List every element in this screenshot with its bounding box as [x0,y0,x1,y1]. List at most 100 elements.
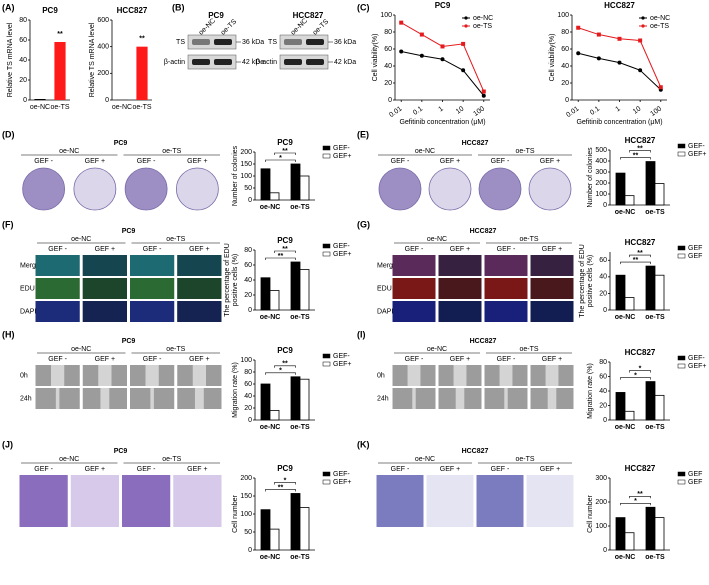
significance-bracket [620,261,651,265]
blot-band [306,59,324,65]
legend-label: oe-NC [650,15,670,22]
dish [378,167,422,211]
significance-bracket [274,482,296,485]
scratch-gap [504,388,508,409]
column-label: GEF - [491,466,510,473]
legend-swatch [677,479,686,485]
y-tick-label: 500 [595,147,607,154]
image [35,301,80,322]
y-axis-label: The percentage of EDU [579,244,586,318]
significance: ** [633,257,639,264]
bar [269,409,280,421]
image [484,255,528,276]
legend-swatch [322,145,331,151]
x-tick-label: oe-TS [290,204,310,211]
bar [260,277,271,311]
image-title: PC9 [122,228,136,235]
y-tick-label: 40 [244,393,252,400]
chart-title: HCC827 [625,464,656,473]
bar [299,378,310,421]
point [576,25,581,30]
group-label: oe-NC [415,148,435,155]
column-label: GEF + [95,356,115,363]
dish [528,167,572,211]
legend-label: GEF [688,471,702,478]
y-tick-label: 60 [19,37,27,44]
bar [645,381,656,421]
dish [73,167,117,211]
image-title: HCC827 [470,228,497,235]
chart-title: PC9 [277,346,293,355]
significance: ** [278,484,284,491]
group-label: oe-NC [59,456,79,463]
bar [269,290,280,311]
chart-title: HCC827 [625,136,656,145]
y-tick-label: 60 [244,262,252,269]
legend-label: GEF- [333,145,350,152]
blot-band [192,39,210,45]
blot-title: HCC827 [293,11,324,20]
legend-label: GEF- [333,471,350,478]
point [481,89,486,94]
significance-bracket [629,495,651,499]
legend-swatch [677,363,686,369]
significance: ** [282,246,288,253]
legend-label: GEF- [688,143,705,150]
protein-label: TS [268,39,277,46]
y-axis-label: Cell viability(%) [372,34,379,82]
significance-bracket [629,150,651,153]
y-axis-label: Migration rate (%) [587,363,594,419]
bar [260,509,271,551]
scratch-gap [407,365,421,386]
significance-bracket [274,365,296,368]
y-axis-label: Number of colonies [587,147,594,208]
legend-label: oe-TS [650,23,669,30]
column-label: GEF - [48,246,67,253]
point [419,53,424,58]
panel-label: (G) [357,219,370,229]
y-tick-label: 60 [561,46,569,53]
x-tick-label: oe-TS [645,314,665,321]
image-title: HCC827 [462,140,489,147]
image [392,255,436,276]
legend-label: GEF [688,245,702,252]
legend-swatch [322,479,331,485]
scratch-gap [499,365,513,386]
column-label: GEF - [34,158,53,165]
blot-band [306,39,324,45]
row-label: DAPI [20,308,36,315]
y-tick-label: 200 [595,180,607,187]
y-axis-label: Cell number [232,494,239,532]
bar [624,532,635,551]
image-title: PC9 [122,338,136,345]
point [399,49,404,54]
significance-bracket [620,377,651,380]
legend-label: GEF+ [688,363,706,370]
y-tick-label: 0 [248,197,252,204]
image [426,475,474,527]
image-signal [530,255,574,276]
group-label: oe-TS [166,346,185,353]
significance: * [634,498,637,505]
image-title: PC9 [114,140,128,147]
legend-marker [641,24,645,28]
significance-bracket [629,254,651,258]
y-tick-label: 20 [561,80,569,87]
x-tick-label: oe-NC [615,209,636,216]
chart-title: PC9 [277,464,293,473]
scratch-gap [547,388,557,409]
y-tick-label: 60 [384,46,392,53]
bar [299,269,310,311]
column-label: GEF + [542,246,562,253]
dish [22,167,66,211]
image [392,278,436,299]
point [596,56,601,61]
column-label: GEF - [34,466,53,473]
scratch-gap [545,365,559,386]
x-tick-label: oe-TS [290,554,310,561]
x-tick-label: oe-TS [132,104,151,111]
column-label: GEF - [143,246,162,253]
significance: * [639,365,642,372]
column-label: GEF + [95,246,115,253]
image [130,301,175,322]
